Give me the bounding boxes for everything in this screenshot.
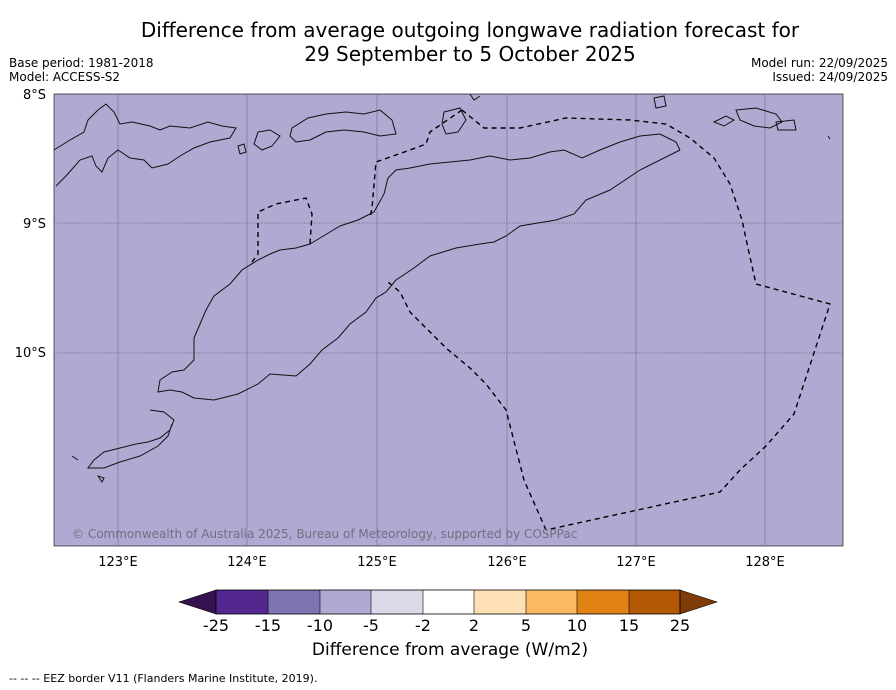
colorbar-ticks: -25 -15 -10 -5 -2 2 5 10 15 25 <box>203 616 690 635</box>
colorbar-extend-low <box>178 589 217 615</box>
colorbar-bin-8 <box>577 590 629 614</box>
lon-label-128e: 128°E <box>745 555 785 570</box>
coast-islet-k <box>96 475 105 483</box>
colorbar-extend-high <box>679 589 718 615</box>
lon-label-124e: 124°E <box>227 555 267 570</box>
lon-label-127e: 127°E <box>616 555 656 570</box>
lon-labels: 123°E 124°E 125°E 126°E 127°E 128°E <box>98 555 785 570</box>
coast-islet-a <box>253 129 281 151</box>
colorbar-bin-2 <box>268 590 320 614</box>
eez-border-south <box>387 281 547 531</box>
lat-labels: 8°S 9°S 10°S <box>15 88 46 361</box>
colorbar-bin-1 <box>216 590 268 614</box>
colorbar-dividers <box>267 590 630 614</box>
lon-label-125e: 125°E <box>357 555 397 570</box>
coast-islet-d <box>469 93 481 101</box>
colorbar-tick: -5 <box>363 616 379 635</box>
issued-date: Issued: 24/09/2025 <box>772 70 888 84</box>
coast-islet-b <box>237 143 247 155</box>
colorbar-bin-5 <box>423 590 474 614</box>
coast-islet-c <box>441 107 467 135</box>
coastlines <box>53 93 831 483</box>
coast-islet-e <box>653 95 667 109</box>
coast-islet-f <box>712 115 736 127</box>
lat-label-9s: 9°S <box>23 217 46 232</box>
coast-islet-i <box>827 135 831 140</box>
coast-flores-alor <box>53 103 237 187</box>
base-period: Base period: 1981-2018 <box>9 56 154 70</box>
chart-title: Difference from average outgoing longwav… <box>0 18 896 66</box>
meta-right: Model run: 22/09/2025 Issued: 24/09/2025 <box>751 56 888 84</box>
lon-label-126e: 126°E <box>487 555 527 570</box>
colorbar-bin-4 <box>371 590 423 614</box>
title-line-1: Difference from average outgoing longwav… <box>140 18 800 42</box>
eez-border-east <box>461 109 831 531</box>
meta-left: Base period: 1981-2018 Model: ACCESS-S2 <box>9 56 154 84</box>
coast-islet-g <box>735 107 783 129</box>
colorbar-tick: 15 <box>619 616 639 635</box>
colorbar-title: Difference from average (W/m2) <box>311 640 589 660</box>
coast-timor <box>157 133 681 401</box>
coast-wetar <box>289 109 397 143</box>
lat-gridlines <box>54 93 843 354</box>
title-line-2: 29 September to 5 October 2025 <box>304 42 636 66</box>
colorbar: -25 -15 -10 -5 -2 2 5 10 15 25 <box>178 589 718 635</box>
colorbar-tick: -25 <box>203 616 229 635</box>
eez-footnote: -- -- -- EEZ border V11 (Flanders Marine… <box>9 672 318 685</box>
colorbar-bin-9 <box>629 590 680 614</box>
coast-islet-h <box>775 119 797 131</box>
lon-label-123e: 123°E <box>98 555 138 570</box>
colorbar-tick: -10 <box>307 616 333 635</box>
colorbar-tick: 25 <box>670 616 690 635</box>
colorbar-bin-3 <box>320 590 371 614</box>
model-name: Model: ACCESS-S2 <box>9 70 121 84</box>
eez-border-oecusse <box>251 197 313 263</box>
eez-borders <box>251 109 831 531</box>
model-run: Model run: 22/09/2025 <box>750 56 888 70</box>
coast-rote <box>87 409 175 469</box>
lat-label-8s: 8°S <box>23 88 46 103</box>
gridlines <box>117 94 766 546</box>
colorbar-tick: 5 <box>521 616 531 635</box>
eez-border-north-a <box>369 109 463 219</box>
colorbar-tick: -2 <box>415 616 431 635</box>
colorbar-bin-6 <box>474 590 526 614</box>
colorbar-tick: 2 <box>469 616 479 635</box>
lat-label-10s: 10°S <box>15 346 46 361</box>
colorbar-tick: 10 <box>567 616 587 635</box>
map-area <box>53 93 844 547</box>
colorbar-outline <box>215 589 681 615</box>
colorbar-tick: -15 <box>255 616 281 635</box>
colorbar-bin-7 <box>526 590 577 614</box>
copyright-text: © Commonwealth of Australia 2025, Bureau… <box>72 527 577 541</box>
coast-islet-j <box>71 455 79 461</box>
